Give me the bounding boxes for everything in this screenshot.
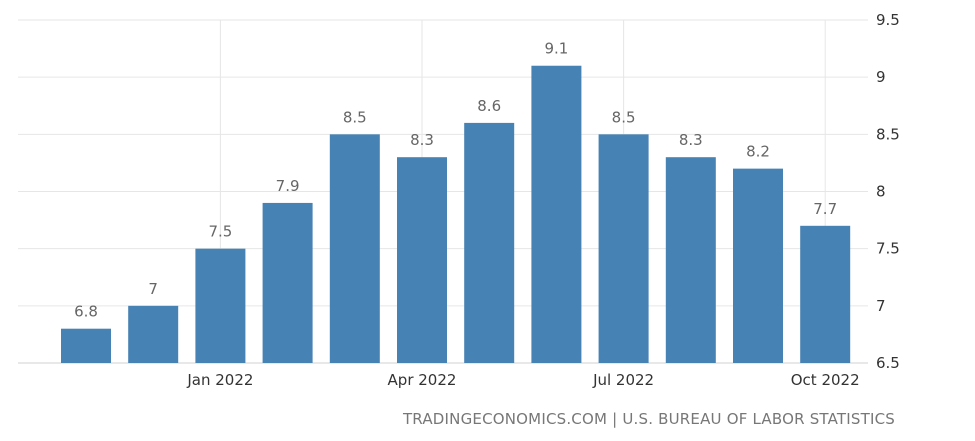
bar: [195, 248, 246, 363]
bar: [329, 134, 380, 363]
bar-value-label: 7.9: [276, 177, 300, 195]
bar: [128, 305, 179, 363]
bars: [61, 65, 851, 364]
y-tick-label: 9: [876, 68, 886, 86]
bar: [665, 157, 716, 363]
source-credit: TRADINGECONOMICS.COM | U.S. BUREAU OF LA…: [402, 410, 895, 428]
x-tick-label: Jan 2022: [186, 371, 253, 389]
x-tick-label: Jul 2022: [592, 371, 654, 389]
bar: [397, 157, 447, 363]
bar-value-label: 8.3: [410, 131, 434, 149]
bar: [262, 202, 313, 363]
bar-value-label: 7.5: [208, 223, 232, 241]
bar: [598, 134, 649, 363]
bar: [464, 122, 515, 364]
bar-value-label: 9.1: [544, 40, 568, 58]
x-tick-label: Oct 2022: [791, 371, 860, 389]
y-tick-label: 7: [876, 297, 886, 315]
bar-value-label: 8.5: [612, 108, 636, 126]
y-tick-label: 6.5: [876, 354, 900, 372]
y-tick-label: 8: [876, 183, 886, 201]
x-tick-label: Apr 2022: [388, 371, 457, 389]
bar-value-label: 8.3: [679, 131, 703, 149]
bar: [733, 168, 783, 363]
bar: [531, 65, 582, 363]
bar-value-label: 8.6: [477, 97, 501, 115]
data-labels: 6.8 7 7.5 7.9 8.5 8.3 8.6 9.1 8.5 8.3 8.2 7.7: [74, 40, 837, 321]
bar: [61, 328, 111, 363]
y-axis: 6.5 7 7.5 8 8.5 9 9.5: [876, 11, 900, 372]
bar-value-label: 7: [148, 280, 158, 298]
y-tick-label: 8.5: [876, 125, 900, 143]
bar-value-label: 8.5: [343, 108, 367, 126]
bar-value-label: 7.7: [813, 200, 837, 218]
y-tick-label: 7.5: [876, 240, 900, 258]
bar-value-label: 6.8: [74, 303, 98, 321]
x-axis: Jan 2022 Apr 2022 Jul 2022 Oct 2022: [186, 371, 859, 389]
y-tick-label: 9.5: [876, 11, 900, 29]
bar-value-label: 8.2: [746, 143, 770, 161]
bar: [800, 225, 851, 363]
